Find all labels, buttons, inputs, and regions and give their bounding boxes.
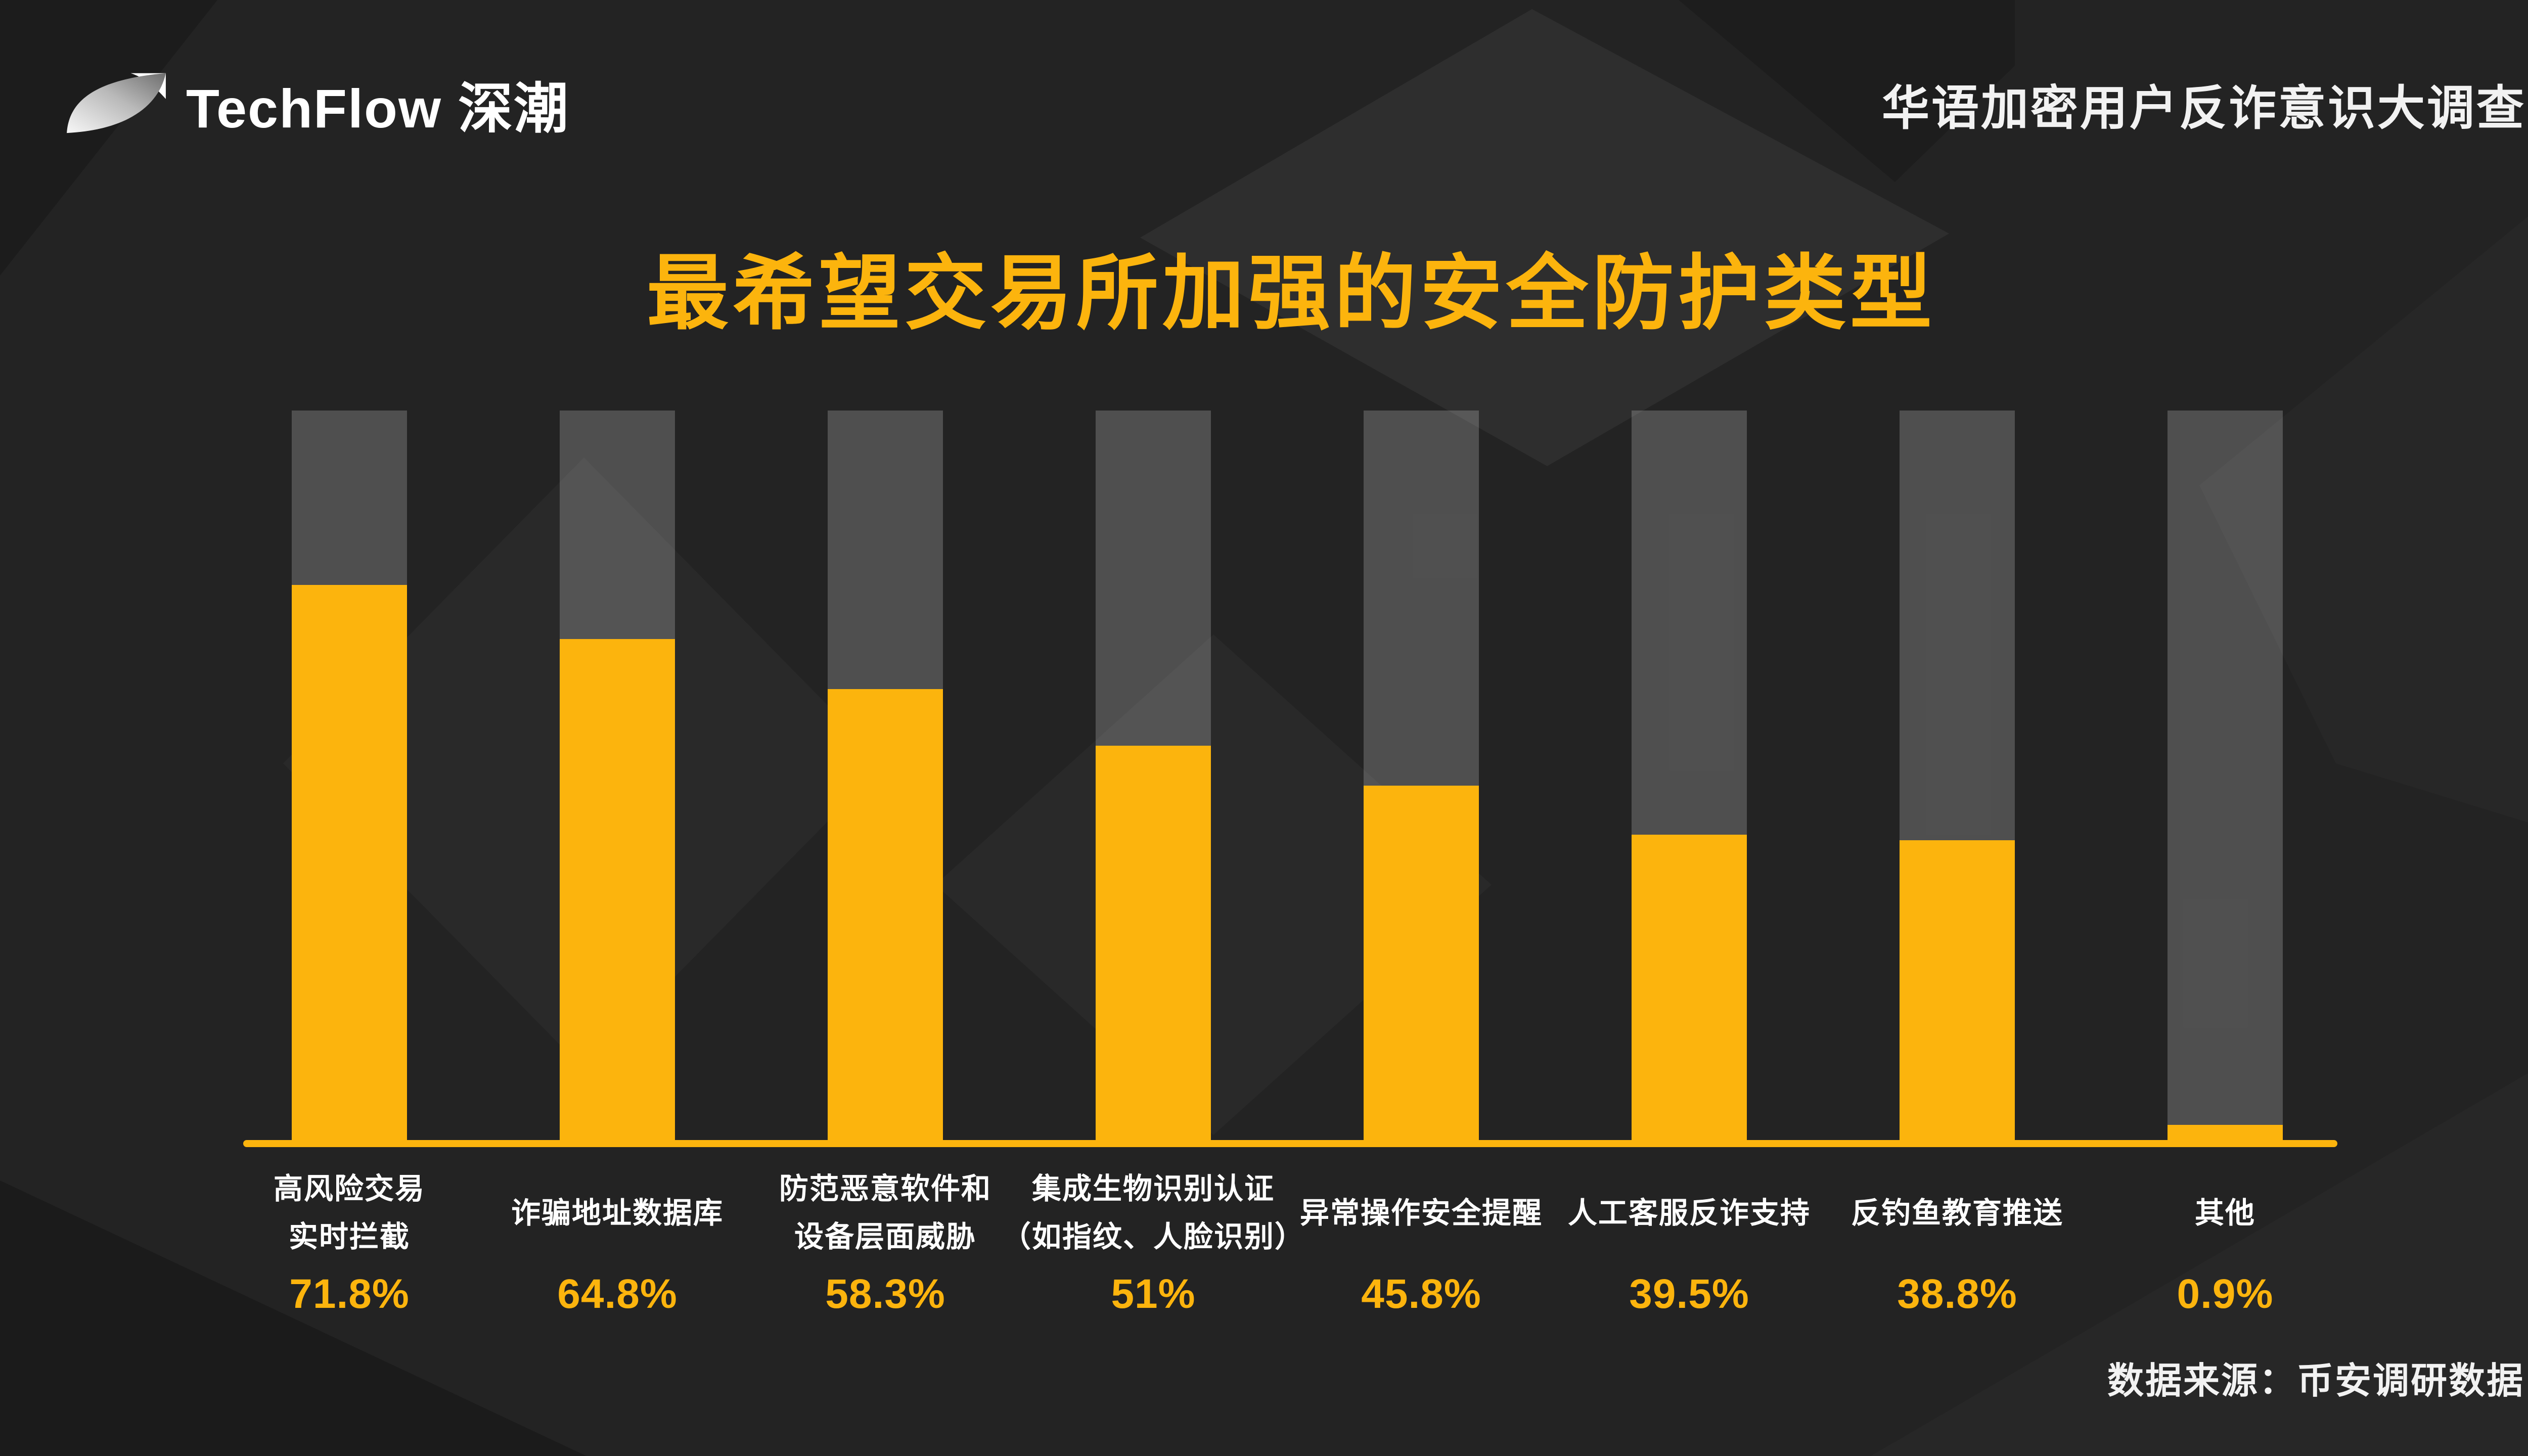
bar-value-label: 71.8% [289,1271,410,1317]
bar-fill [560,639,675,1140]
bar-column-3: 防范恶意软件和 设备层面威胁 58.3% [744,411,1027,1317]
bar-track [560,411,675,1140]
header: TechFlow 深潮 华语加密用户反诈意识大调查 [0,0,2528,144]
bar-column-6: 人工客服反诈支持 39.5% [1548,411,1831,1317]
bar-fill [292,584,407,1140]
bar-value-label: 0.9% [2177,1271,2274,1317]
bar-track [1364,411,1479,1140]
bar-column-8: 其他 0.9% [2084,411,2367,1317]
chart-title: 最希望交易所加强的安全防护类型 [647,248,1936,339]
bar-value-label: 45.8% [1361,1271,1481,1317]
bar-column-4: 集成生物识别认证 （如指纹、人脸识别） 51% [1002,411,1304,1317]
bar-fill [1364,786,1479,1140]
bar-fill [2168,1125,2283,1140]
bar-fill [1900,840,2015,1140]
bar-column-5: 异常操作安全提醒 45.8% [1280,411,1563,1317]
survey-title: 华语加密用户反诈意识大调查 [1881,81,2526,134]
x-axis-line [243,1140,2337,1147]
bar-fill [1096,745,1211,1140]
bar-track [828,411,943,1140]
bar-value-label: 51% [1111,1271,1196,1317]
bar-track [1632,411,1747,1140]
bar-category-label: 其他 [2194,1196,2255,1230]
bar-track [1096,411,1211,1140]
bar-value-label: 38.8% [1897,1271,2017,1317]
bar-category-label: 诈骗地址数据库 [511,1196,724,1230]
logo-text: TechFlow 深潮 [186,78,570,139]
bar-value-label: 58.3% [825,1271,945,1317]
bar-track [1900,411,2015,1140]
bar-track [292,411,407,1140]
bar-category-label: 异常操作安全提醒 [1299,1196,1543,1230]
bar-column-2: 诈骗地址数据库 64.8% [476,411,759,1317]
bar-track [2168,411,2283,1140]
bar-fill [1632,834,1747,1140]
bar-column-1: 高风险交易 实时拦截 71.8% [208,411,491,1317]
bar-category-label: 人工客服反诈支持 [1567,1196,1811,1230]
bar-value-label: 64.8% [557,1271,678,1317]
data-source: 数据来源：币安调研数据 [2107,1361,2524,1401]
bar-value-label: 39.5% [1629,1271,1749,1317]
bar-category-label: 高风险交易 实时拦截 [273,1172,425,1253]
bar-category-label: 防范恶意软件和 设备层面威胁 [779,1172,991,1253]
bar-column-7: 反钓鱼教育推送 38.8% [1816,411,2099,1317]
bar-category-label: 集成生物识别认证 （如指纹、人脸识别） [1001,1172,1305,1253]
bar-fill [828,689,943,1140]
bar-category-label: 反钓鱼教育推送 [1850,1196,2063,1230]
techflow-leaf-icon [67,73,166,133]
techflow-logo: TechFlow 深潮 [65,65,569,144]
